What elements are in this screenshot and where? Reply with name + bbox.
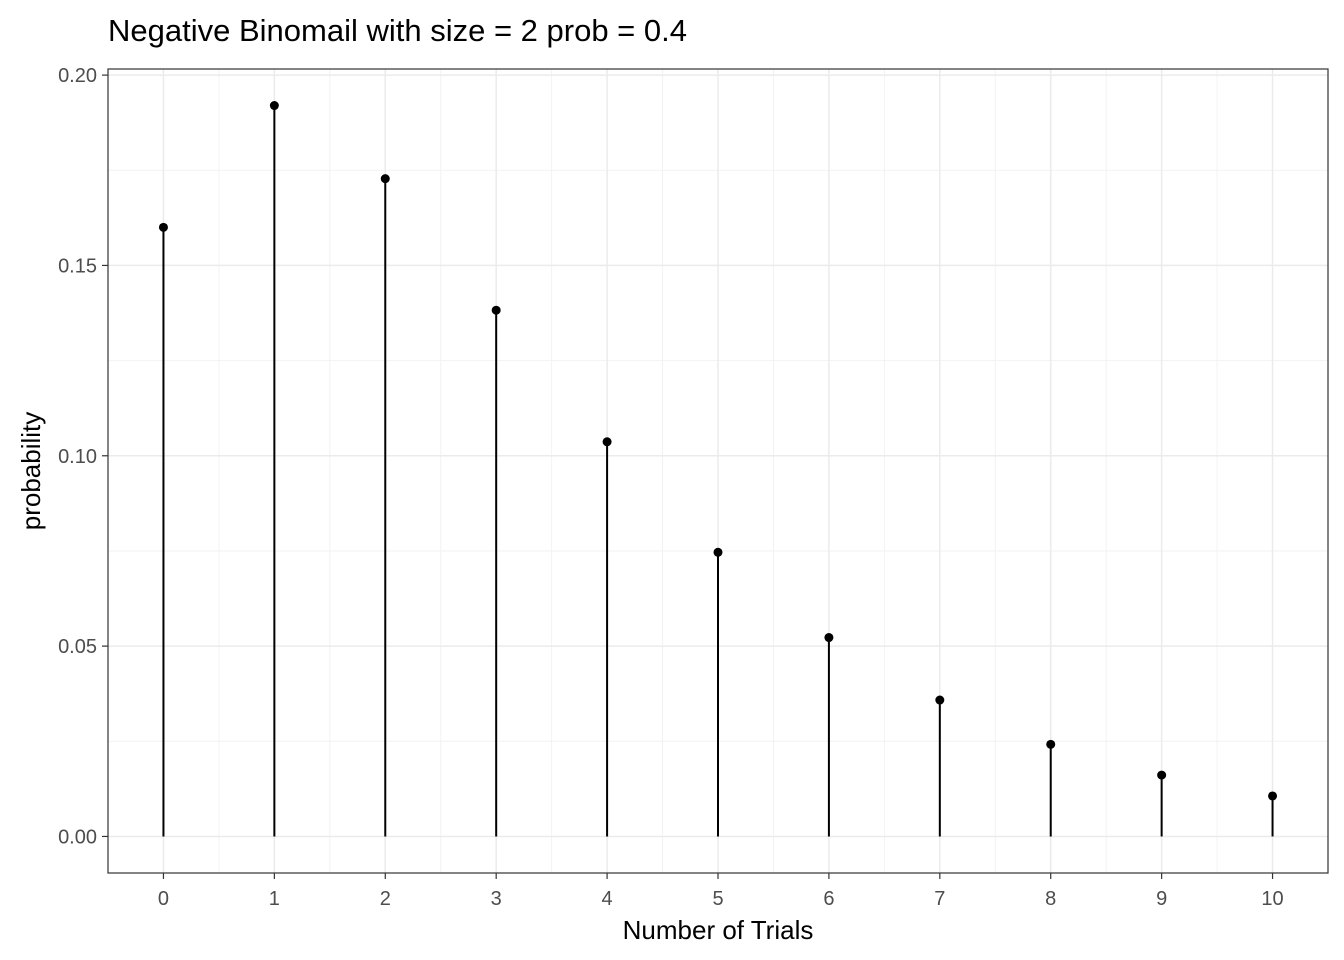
x-tick-label: 2 [380, 888, 391, 910]
data-point [1046, 739, 1056, 749]
y-tick-label: 0.00 [58, 826, 97, 848]
y-tick-label: 0.15 [58, 255, 97, 277]
data-point [380, 174, 390, 184]
data-point [1268, 791, 1278, 801]
x-tick-label: 0 [158, 888, 169, 910]
data-point [269, 101, 279, 111]
y-tick-label: 0.05 [58, 636, 97, 658]
data-point [935, 695, 945, 705]
data-point [1157, 770, 1167, 780]
x-tick-label: 7 [934, 888, 945, 910]
chart-title: Negative Binomail with size = 2 prob = 0… [108, 13, 687, 48]
x-axis-title: Number of Trials [623, 915, 814, 945]
x-tick-label: 9 [1156, 888, 1167, 910]
x-tick-label: 5 [712, 888, 723, 910]
x-tick-label: 6 [823, 888, 834, 910]
x-tick-label: 8 [1045, 888, 1056, 910]
points [158, 101, 1278, 801]
x-tick-label: 10 [1261, 888, 1283, 910]
data-point [158, 222, 168, 232]
x-axis: 0 1 2 3 4 5 6 7 8 9 10 [158, 873, 1284, 910]
y-tick-label: 0.10 [58, 446, 97, 468]
stems [162, 105, 1274, 837]
y-axis: 0.00 0.05 0.10 0.15 0.20 [58, 65, 108, 848]
data-point [491, 305, 501, 315]
y-axis-title: probability [16, 412, 46, 531]
y-tick-label: 0.20 [58, 65, 97, 87]
x-tick-label: 1 [269, 888, 280, 910]
x-tick-label: 3 [491, 888, 502, 910]
data-point [602, 437, 612, 447]
data-point [824, 633, 834, 643]
x-tick-label: 4 [602, 888, 613, 910]
data-point [713, 547, 723, 557]
